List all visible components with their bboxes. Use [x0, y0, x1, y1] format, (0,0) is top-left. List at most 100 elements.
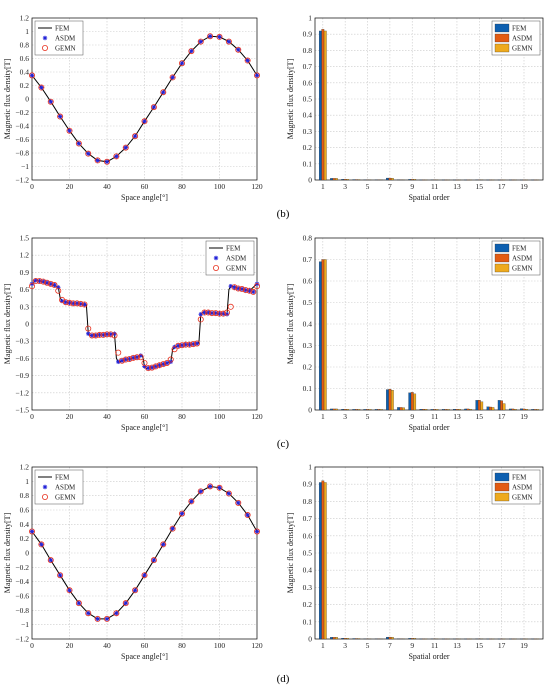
data-point-asdm [57, 114, 63, 119]
data-point-gemn [100, 331, 107, 338]
y-tick-label: 0 [25, 549, 29, 558]
data-point-gemn [216, 310, 223, 317]
bar-fem [330, 637, 333, 640]
x-tick-label: 40 [103, 641, 111, 650]
data-point-gemn [28, 72, 35, 79]
data-point-gemn [62, 299, 69, 306]
x-tick-label: 0 [30, 641, 34, 650]
panel-label-d: (d) [277, 673, 290, 685]
data-point-gemn [197, 488, 204, 495]
data-point-gemn [193, 340, 200, 347]
legend-swatch-fem [494, 472, 510, 482]
y-tick-label: 0.4 [303, 111, 313, 120]
data-point-gemn [122, 600, 129, 607]
data-point-gemn [126, 355, 133, 362]
x-tick-label: 60 [141, 412, 149, 421]
data-point-gemn [81, 301, 88, 308]
y-tick-label: 1 [25, 27, 29, 36]
y-tick-label: 0.8 [20, 41, 30, 50]
data-point-gemn [160, 541, 167, 548]
bar-asdm [444, 409, 448, 411]
data-point-asdm [254, 529, 260, 534]
bar-gemn [390, 637, 394, 640]
bar-asdm [511, 408, 515, 411]
y-tick-label: −1.2 [15, 388, 29, 397]
data-point-gemn [186, 341, 193, 348]
bar-asdm [332, 637, 336, 640]
x-tick-label: 1 [321, 182, 325, 191]
data-point-asdm [142, 119, 147, 124]
y-tick-label: 0 [25, 320, 29, 329]
bar-asdm [410, 392, 414, 411]
x-tick-label: 120 [251, 182, 263, 191]
data-point-gemn [57, 113, 64, 120]
bar-asdm [343, 638, 347, 640]
data-point-asdm [48, 557, 53, 563]
data-point-asdm [104, 616, 110, 622]
data-point-gemn [51, 282, 58, 289]
data-point-asdm [86, 611, 91, 616]
y-tick-label: 1.2 [20, 463, 30, 472]
y-tick-label: 0.6 [20, 54, 30, 63]
data-point-gemn [141, 572, 148, 579]
y-tick-label: 0.4 [20, 68, 30, 77]
bar-asdm [377, 409, 381, 411]
legend-marker-gemn [212, 264, 219, 271]
data-point-gemn [96, 331, 103, 338]
bar-asdm [522, 408, 526, 411]
data-point-gemn [75, 600, 82, 607]
x-tick-label: 5 [366, 641, 370, 650]
bar-fem [464, 408, 468, 411]
y-tick-label: 1 [25, 477, 29, 486]
legend-label-asdm: ASDM [226, 255, 247, 263]
x-tick-label: 9 [410, 182, 414, 191]
y-tick-label: −1.2 [15, 176, 29, 185]
bar-fem [497, 400, 501, 411]
bar-asdm [533, 409, 537, 411]
x-tick-label: 7 [388, 182, 392, 191]
data-point-gemn [119, 357, 126, 364]
data-point-gemn [104, 615, 111, 622]
y-tick-label: 0.8 [303, 497, 313, 506]
bar-gemn [402, 407, 405, 411]
data-point-gemn [216, 484, 223, 491]
legend-label-fem: FEM [55, 474, 70, 482]
bar-fem [341, 638, 345, 640]
x-tick-label: 60 [141, 641, 149, 650]
legend-swatch-gemn [494, 263, 510, 273]
data-point-asdm [67, 128, 72, 133]
data-point-gemn [216, 33, 223, 40]
bar-gemn [379, 409, 383, 411]
bar-fem [386, 389, 389, 411]
y-tick-label: 0.4 [303, 320, 313, 329]
bar-gemn [491, 407, 495, 411]
x-axis-label: Space angle[°] [121, 423, 168, 432]
x-tick-label: 9 [410, 412, 414, 421]
panel-label-b: (b) [277, 208, 290, 220]
data-point-gemn [244, 512, 251, 519]
x-axis-label: Spatial order [408, 193, 449, 202]
bar-fem [397, 407, 400, 411]
bar-gemn [435, 409, 439, 411]
bar-asdm [388, 389, 392, 411]
data-point-gemn [44, 279, 51, 286]
data-point-gemn [225, 38, 232, 45]
bar-gemn [424, 409, 428, 411]
data-point-gemn [246, 287, 253, 294]
data-point-gemn [111, 332, 118, 339]
y-tick-label: 0.4 [303, 566, 313, 575]
legend-swatch-fem [494, 243, 510, 253]
plot-frame [31, 237, 258, 411]
bar-asdm [332, 178, 336, 181]
bar-fem [352, 409, 356, 411]
data-point-gemn [70, 300, 77, 307]
bar-fem [486, 406, 490, 411]
legend-swatch-gemn [494, 492, 510, 502]
bar-asdm [366, 409, 369, 411]
bar-fem [363, 409, 367, 411]
data-point-gemn [156, 362, 163, 369]
legend-marker-asdm [42, 484, 48, 490]
y-tick-label: 0.6 [303, 277, 313, 286]
data-point-gemn [132, 587, 139, 594]
